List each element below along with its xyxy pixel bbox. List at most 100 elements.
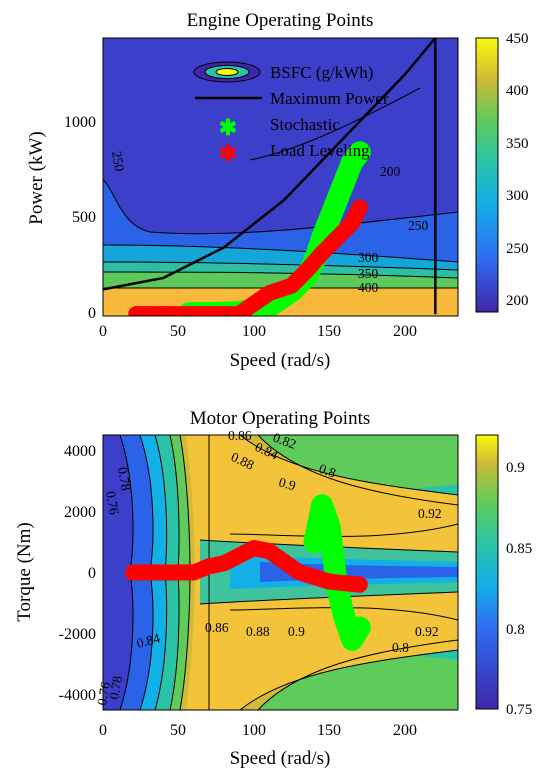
load-leveling-point: ✱ (132, 563, 149, 585)
motor-plot-frame (102, 434, 459, 711)
colorbar-tick: 0.75 (506, 702, 532, 718)
load-leveling-point: ✱ (155, 304, 172, 326)
contour-label: 250 (408, 218, 429, 233)
x-tick-label: 100 (242, 323, 266, 340)
contour-label: 0.76 (103, 490, 122, 516)
contour-label: 0.76 (94, 680, 113, 706)
colorbar-tick: 250 (506, 241, 529, 257)
x-tick-label: 50 (170, 722, 186, 739)
legend-label-bsfc: BSFC (g/kWh) (270, 63, 373, 82)
x-tick-label: 50 (170, 323, 186, 340)
engine-x-ticks: 0 50 100 150 200 (99, 323, 417, 340)
colorbar-tick: 0.8 (506, 622, 525, 638)
motor-x-ticks: 0 50 100 150 200 (99, 722, 417, 739)
load-leveling-point: ✱ (163, 563, 180, 585)
y-tick-label: 0 (88, 305, 96, 322)
motor-y-axis-label: Torque (Nm) (14, 522, 35, 621)
contour-label: 0.78 (106, 674, 125, 700)
engine-legend: BSFC (g/kWh) Maximum Power ✱ Stochastic … (193, 61, 389, 166)
load-leveling-point: ✱ (314, 243, 331, 265)
max-power-line (103, 38, 437, 315)
stochastic-point: ✱ (321, 209, 338, 231)
x-tick-label: 0 (99, 323, 107, 340)
stochastic-point: ✱ (344, 630, 361, 652)
x-tick-label: 0 (99, 722, 107, 739)
y-tick-label: 1000 (64, 114, 96, 131)
motor-y-ticks: 4000 2000 0 -2000 -4000 (59, 443, 96, 704)
contour-label: 0.9 (288, 624, 305, 639)
load-leveling-point: ✱ (283, 276, 300, 298)
load-leveling-point: ✱ (125, 563, 142, 585)
engine-colorbar-ticks: 450 400 350 300 250 200 (506, 31, 529, 309)
colorbar-tick: 350 (506, 136, 529, 152)
engine-contour-labels: 250 200 250 300 350 400 (109, 150, 428, 295)
load-leveling-point: ✱ (143, 304, 160, 326)
colorbar-tick: 0.9 (506, 460, 525, 476)
engine-y-ticks: 0 500 1000 (64, 114, 96, 322)
stochastic-point: ✱ (329, 190, 346, 212)
colorbar-tick: 0.85 (506, 541, 532, 557)
contour-label: 0.92 (418, 506, 442, 521)
load-leveling-point: ✱ (351, 197, 368, 219)
load-leveling-point: ✱ (246, 538, 263, 560)
y-tick-label: -2000 (59, 626, 96, 643)
colorbar-tick: 300 (506, 188, 529, 204)
contour-label: 0.9 (277, 474, 297, 493)
x-tick-label: 150 (317, 323, 341, 340)
motor-x-axis-label: Speed (rad/s) (230, 748, 331, 769)
load-leveling-point: ✱ (200, 304, 217, 326)
colorbar-tick: 400 (506, 83, 529, 99)
load-leveling-point: ✱ (231, 304, 248, 326)
bsfc-legend-icon (193, 61, 261, 83)
engine-chart-title: Engine Operating Points (187, 10, 374, 31)
x-tick-label: 200 (393, 323, 417, 340)
load-leveling-point: ✱ (147, 563, 164, 585)
load-leveling-point: ✱ (128, 304, 145, 326)
load-leveling-point: ✱ (185, 563, 202, 585)
load-leveling-cloud (125, 540, 368, 593)
contour-label: 0.88 (246, 624, 270, 639)
x-tick-label: 150 (317, 722, 341, 739)
engine-x-axis-label: Speed (rad/s) (230, 350, 331, 371)
load-leveling-point: ✱ (200, 556, 217, 578)
contour-label: 0.8 (392, 640, 409, 655)
contour-label: 300 (358, 250, 379, 265)
colorbar-tick: 450 (506, 31, 529, 47)
contour-label: 400 (358, 280, 379, 295)
contour-label: 250 (109, 150, 127, 173)
engine-series: ✱ ✱ ✱ ✱✱✱✱✱✱✱✱✱✱✱✱✱ ✱ ✱ ✱✱ ✱✱✱✱✱✱ (103, 38, 437, 326)
y-tick-label: 500 (72, 209, 96, 226)
contour-label: 0.78 (115, 466, 134, 492)
contour-label: 200 (380, 164, 401, 179)
stochastic-point: ✱ (336, 608, 353, 630)
y-tick-label: 2000 (64, 504, 96, 521)
stochastic-point: ✱ (321, 517, 338, 539)
stochastic-point: ✱ (351, 142, 368, 164)
stochastic-legend-marker: ✱ (219, 115, 237, 140)
contour-label: 0.92 (415, 624, 439, 639)
stochastic-point: ✱ (314, 495, 331, 517)
engine-plot-frame (102, 37, 459, 317)
x-tick-label: 100 (242, 722, 266, 739)
y-tick-label: 4000 (64, 443, 96, 460)
load-leveling-point: ✱ (261, 283, 278, 305)
legend-label-stochastic: Stochastic (270, 115, 340, 134)
load-leveling-point: ✱ (261, 541, 278, 563)
y-tick-label: -4000 (59, 687, 96, 704)
y-tick-label: 0 (88, 565, 96, 582)
load-leveling-point: ✱ (291, 563, 308, 585)
load-leveling-point: ✱ (329, 228, 346, 250)
motor-chart-title: Motor Operating Points (190, 408, 371, 429)
load-leveling-legend-marker: ✱ (219, 141, 237, 166)
load-leveling-point: ✱ (351, 575, 368, 597)
stochastic-point: ✱ (336, 171, 353, 193)
contour-label: 0.84 (135, 630, 162, 651)
legend-label-max-power: Maximum Power (270, 89, 389, 108)
colorbar-tick: 200 (506, 293, 529, 309)
motor-colorbar (475, 434, 499, 710)
load-leveling-point: ✱ (215, 553, 232, 575)
engine-colorbar (475, 37, 499, 313)
stochastic-point: ✱ (351, 618, 368, 640)
stochastic-point: ✱ (306, 532, 323, 554)
